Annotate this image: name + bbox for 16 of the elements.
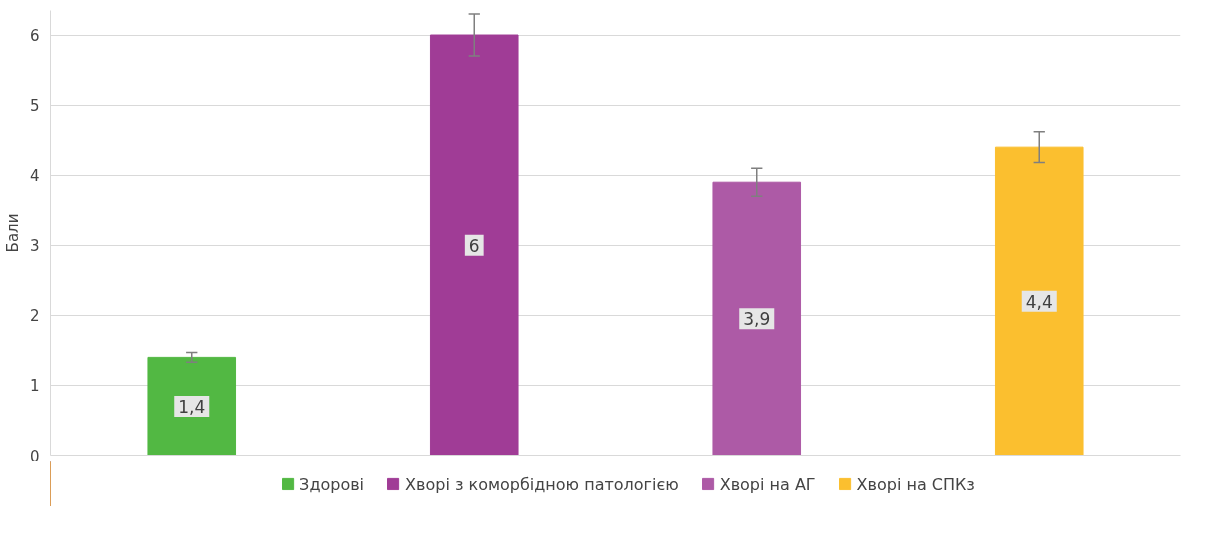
y-tick-label: 2 xyxy=(29,307,40,326)
legend-label: Хворі на СПКз xyxy=(856,474,975,493)
y-tick-label: 3 xyxy=(29,237,40,256)
y-axis-title: Бали xyxy=(3,213,22,253)
data-label: 4,4 xyxy=(1025,291,1053,312)
y-tick-label: 4 xyxy=(29,167,40,186)
y-tick-label: 1 xyxy=(29,377,40,396)
y-tick-label: 0 xyxy=(29,447,40,466)
data-label: 6 xyxy=(468,235,480,256)
y-tick-label: 5 xyxy=(29,97,40,116)
legend-label: Здорові xyxy=(299,474,365,493)
legend-label: Хворі з коморбідною патологією xyxy=(405,474,679,493)
y-tick-label: 6 xyxy=(29,27,40,46)
data-label: 3,9 xyxy=(743,309,771,330)
data-label: 1,4 xyxy=(178,396,206,417)
legend-label: Хворі на АГ xyxy=(719,474,816,493)
